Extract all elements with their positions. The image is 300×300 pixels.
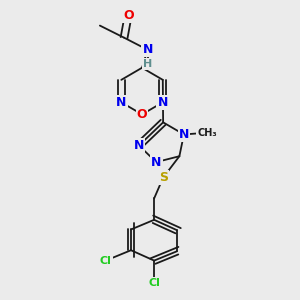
Text: H: H xyxy=(143,59,152,69)
Text: O: O xyxy=(137,108,147,121)
Text: N: N xyxy=(151,156,161,169)
Text: Cl: Cl xyxy=(148,278,160,288)
Text: N: N xyxy=(142,43,153,56)
Text: N: N xyxy=(179,128,189,141)
Text: N: N xyxy=(134,139,144,152)
Text: O: O xyxy=(123,9,134,22)
Text: Cl: Cl xyxy=(100,256,112,266)
Text: N: N xyxy=(116,96,127,109)
Text: N: N xyxy=(158,96,168,109)
Text: S: S xyxy=(159,171,168,184)
Text: CH₃: CH₃ xyxy=(197,128,217,138)
